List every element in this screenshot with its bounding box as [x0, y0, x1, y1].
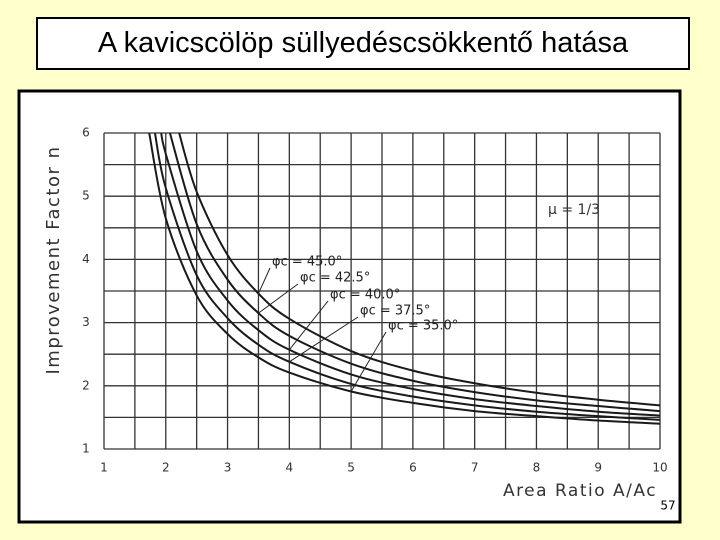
- leader-line: [258, 283, 299, 314]
- page-number: 57: [660, 499, 675, 513]
- leader-line: [288, 300, 329, 351]
- x-tick-label: 9: [594, 461, 602, 475]
- curves: [148, 133, 660, 425]
- x-tick-label: 8: [533, 461, 541, 475]
- curve-label: φc = 35.0°: [388, 319, 458, 334]
- y-tick-label: 4: [82, 252, 90, 266]
- y-tick-label: 3: [82, 315, 90, 329]
- leader-line: [350, 331, 387, 392]
- x-tick-label: 1: [100, 461, 108, 475]
- slide-title: A kavicscölöp süllyedéscsökkentő hatása: [36, 17, 690, 70]
- y-tick-label: 2: [82, 378, 90, 392]
- leader-line: [257, 267, 271, 294]
- x-tick-label: 10: [652, 461, 667, 475]
- curve-label: φc = 42.5°: [300, 271, 370, 286]
- curve: [178, 133, 660, 407]
- curve-label: φc = 37.5°: [360, 304, 430, 319]
- curve: [148, 133, 660, 425]
- x-tick-label: 5: [347, 461, 355, 475]
- chart-frame: [17, 89, 682, 524]
- x-tick-label: 7: [471, 461, 479, 475]
- y-tick-label: 6: [82, 126, 90, 140]
- y-tick-label: 5: [82, 189, 90, 203]
- x-tick-label: 4: [286, 461, 294, 475]
- curve-label: φc = 40.0°: [330, 288, 400, 303]
- curve: [160, 133, 660, 417]
- annotation: μ = 1/3: [548, 202, 600, 218]
- curve: [153, 133, 660, 421]
- x-tick-label: 2: [162, 461, 170, 475]
- y-tick-label: 1: [82, 442, 90, 456]
- curve-label: φc = 45.0°: [272, 255, 342, 270]
- y-axis-label: Improvement Factor n: [43, 145, 64, 374]
- curve: [168, 133, 660, 413]
- leader-line: [289, 316, 359, 363]
- x-tick-label: 6: [409, 461, 417, 475]
- x-tick-label: 3: [224, 461, 232, 475]
- x-axis-label: Area Ratio A/Ac: [503, 481, 657, 501]
